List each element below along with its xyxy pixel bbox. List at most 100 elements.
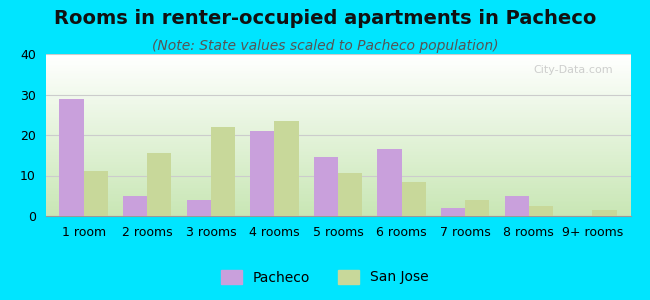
- Bar: [46, 195, 630, 196]
- Bar: [46, 134, 630, 135]
- Bar: [46, 107, 630, 109]
- Bar: [46, 200, 630, 201]
- Bar: [46, 86, 630, 88]
- Bar: [46, 91, 630, 93]
- Bar: [46, 90, 630, 91]
- Bar: [46, 130, 630, 132]
- Bar: [46, 125, 630, 127]
- Bar: [46, 124, 630, 125]
- Bar: [46, 188, 630, 190]
- Bar: [378, 149, 402, 216]
- Bar: [46, 176, 630, 177]
- Bar: [504, 196, 528, 216]
- Bar: [46, 99, 630, 101]
- Bar: [46, 65, 630, 67]
- Bar: [46, 120, 630, 122]
- Bar: [211, 127, 235, 216]
- Bar: [46, 56, 630, 57]
- Bar: [46, 70, 630, 72]
- Bar: [46, 201, 630, 203]
- Bar: [46, 206, 630, 208]
- Bar: [46, 154, 630, 156]
- Bar: [46, 172, 630, 174]
- Bar: [314, 157, 338, 216]
- Bar: [46, 59, 630, 61]
- Bar: [46, 109, 630, 111]
- Bar: [46, 136, 630, 138]
- Bar: [46, 128, 630, 130]
- Bar: [187, 200, 211, 216]
- Bar: [46, 193, 630, 195]
- Bar: [46, 83, 630, 85]
- Bar: [46, 98, 630, 99]
- Bar: [46, 88, 630, 90]
- Bar: [46, 187, 630, 188]
- Bar: [46, 54, 630, 56]
- Bar: [46, 179, 630, 180]
- Bar: [441, 208, 465, 216]
- Bar: [46, 82, 630, 83]
- Bar: [46, 143, 630, 145]
- Bar: [46, 77, 630, 78]
- Bar: [46, 153, 630, 154]
- Bar: [46, 166, 630, 167]
- Bar: [46, 208, 630, 209]
- Bar: [84, 171, 108, 216]
- Bar: [46, 158, 630, 159]
- Bar: [46, 111, 630, 112]
- Bar: [46, 106, 630, 107]
- Bar: [46, 190, 630, 192]
- Bar: [46, 211, 630, 213]
- Bar: [528, 206, 553, 216]
- Bar: [46, 127, 630, 128]
- Bar: [46, 145, 630, 146]
- Bar: [46, 198, 630, 200]
- Bar: [46, 116, 630, 117]
- Bar: [250, 131, 274, 216]
- Bar: [46, 205, 630, 206]
- Bar: [46, 148, 630, 150]
- Bar: [46, 69, 630, 70]
- Bar: [46, 103, 630, 104]
- Bar: [46, 132, 630, 134]
- Bar: [46, 75, 630, 77]
- Bar: [46, 138, 630, 140]
- Bar: [46, 135, 630, 136]
- Bar: [46, 184, 630, 185]
- Bar: [46, 74, 630, 75]
- Bar: [46, 174, 630, 176]
- Bar: [46, 213, 630, 214]
- Bar: [46, 150, 630, 151]
- Bar: [46, 167, 630, 169]
- Bar: [46, 185, 630, 187]
- Bar: [46, 80, 630, 82]
- Bar: [46, 94, 630, 96]
- Bar: [46, 196, 630, 198]
- Bar: [592, 210, 616, 216]
- Bar: [123, 196, 148, 216]
- Bar: [46, 163, 630, 164]
- Bar: [46, 171, 630, 172]
- Bar: [46, 101, 630, 103]
- Bar: [46, 112, 630, 114]
- Legend: Pacheco, San Jose: Pacheco, San Jose: [216, 264, 434, 290]
- Bar: [46, 117, 630, 119]
- Text: (Note: State values scaled to Pacheco population): (Note: State values scaled to Pacheco po…: [151, 39, 499, 53]
- Bar: [46, 142, 630, 143]
- Bar: [46, 169, 630, 171]
- Bar: [46, 57, 630, 59]
- Bar: [46, 161, 630, 163]
- Bar: [338, 173, 362, 216]
- Bar: [402, 182, 426, 216]
- Bar: [46, 203, 630, 205]
- Bar: [46, 67, 630, 69]
- Bar: [465, 200, 489, 216]
- Bar: [46, 140, 630, 142]
- Bar: [46, 64, 630, 65]
- Text: City-Data.com: City-Data.com: [533, 65, 613, 75]
- Bar: [46, 192, 630, 193]
- Bar: [46, 119, 630, 120]
- Bar: [46, 151, 630, 153]
- Bar: [46, 156, 630, 158]
- Bar: [46, 78, 630, 80]
